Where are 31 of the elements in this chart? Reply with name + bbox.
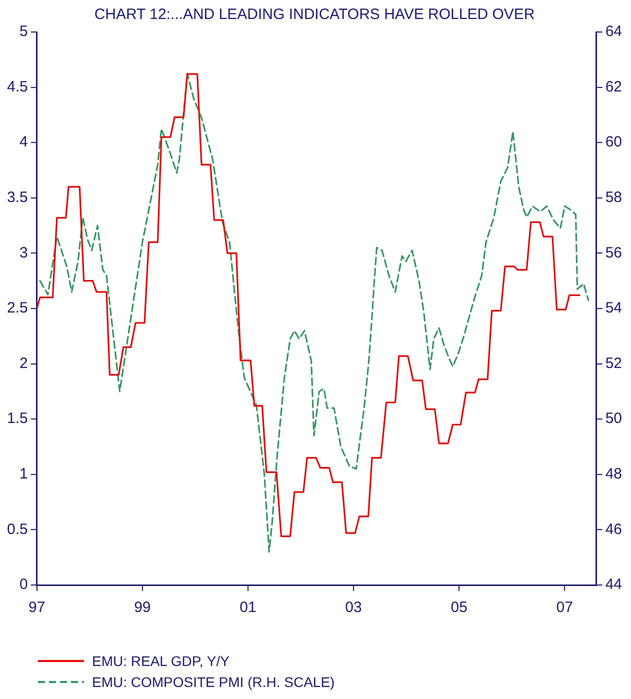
legend-label: EMU: REAL GDP, Y/Y — [92, 652, 230, 668]
y-tick-label: 2 — [20, 354, 28, 372]
y2-tick-label: 60 — [605, 134, 622, 151]
x-tick-label: 99 — [134, 599, 151, 616]
y2-tick-label: 56 — [605, 244, 622, 262]
y-tick-label: 0 — [20, 576, 28, 594]
y2-tick-label: 48 — [605, 466, 622, 483]
y-tick-label: 5 — [20, 23, 28, 40]
x-tick-label: 07 — [556, 599, 573, 616]
y-tick-label: 0.5 — [6, 520, 28, 538]
y-tick-label: 2.5 — [6, 300, 28, 317]
y2-tick-label: 64 — [605, 23, 622, 40]
y-tick-label: 4.5 — [6, 78, 28, 96]
y-tick-label: 3 — [20, 244, 28, 262]
y-tick-label: 1.5 — [6, 410, 28, 428]
y2-tick-label: 44 — [605, 576, 622, 594]
y2-tick-label: 54 — [605, 300, 622, 317]
y2-tick-label: 62 — [605, 78, 622, 96]
y-tick-label: 1 — [20, 466, 28, 483]
x-tick-label: 01 — [240, 599, 256, 616]
y-tick-label: 4 — [20, 134, 28, 151]
y2-tick-label: 58 — [605, 189, 622, 206]
y2-tick-label: 52 — [605, 354, 622, 372]
legend-label: EMU: COMPOSITE PMI (R.H. SCALE) — [92, 674, 335, 690]
x-tick-label: 05 — [450, 599, 468, 616]
x-tick-label: 03 — [345, 599, 362, 616]
y2-tick-label: 46 — [605, 520, 622, 538]
chart-title: CHART 12:...AND LEADING INDICATORS HAVE ROLLED OVER — [94, 6, 535, 24]
x-tick-label: 97 — [28, 599, 46, 616]
y2-tick-label: 50 — [605, 410, 622, 428]
y-tick-label: 3.5 — [6, 189, 28, 206]
